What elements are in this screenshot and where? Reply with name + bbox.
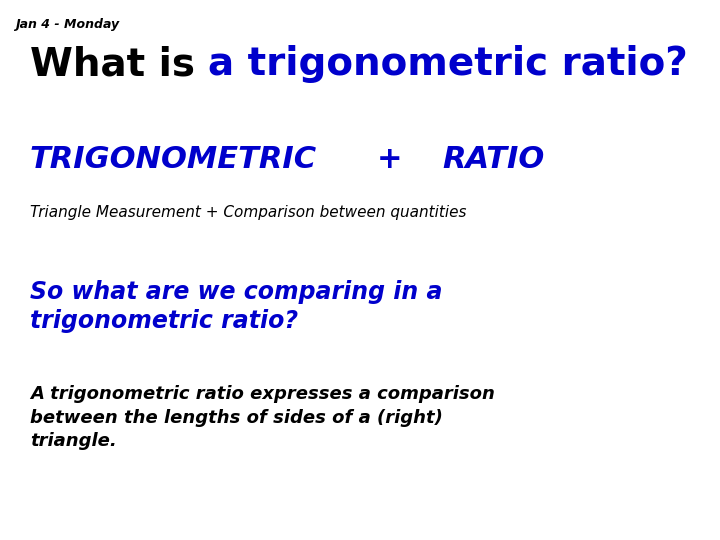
Text: So what are we comparing in a
trigonometric ratio?: So what are we comparing in a trigonomet… [30,280,443,333]
Text: RATIO: RATIO [443,145,545,174]
Text: a trigonometric ratio?: a trigonometric ratio? [209,45,688,83]
Text: A trigonometric ratio expresses a comparison
between the lengths of sides of a (: A trigonometric ratio expresses a compar… [30,385,495,450]
Text: Triangle Measurement + Comparison between quantities: Triangle Measurement + Comparison betwee… [30,205,467,220]
Text: What is: What is [30,45,209,83]
Text: TRIGONOMETRIC: TRIGONOMETRIC [30,145,317,174]
Text: Jan 4 - Monday: Jan 4 - Monday [15,18,119,31]
Text: +: + [377,145,402,174]
